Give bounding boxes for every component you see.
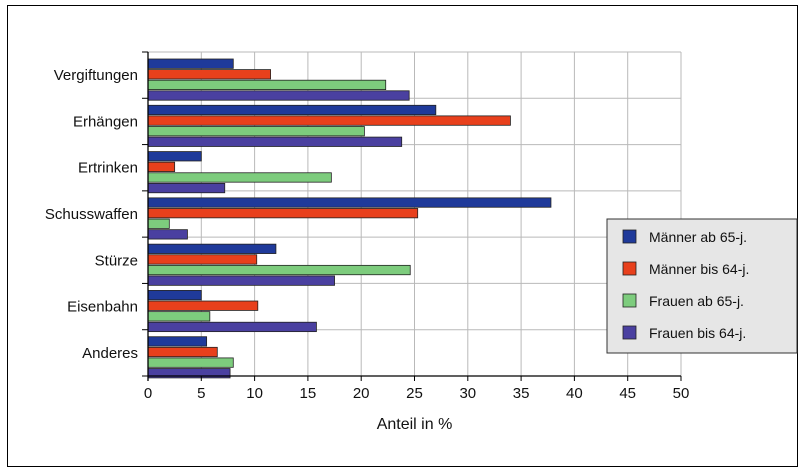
legend: Männer ab 65-j. Männer bis 64-j. Frauen ab… — [606, 218, 798, 354]
bar — [147, 321, 317, 333]
bar — [147, 254, 258, 265]
x-tick-label: 0 — [144, 385, 152, 402]
legend-label: Männer bis 64-j. — [649, 261, 749, 277]
bar — [147, 151, 202, 162]
category-label: Stürze — [95, 252, 138, 269]
bar — [147, 243, 277, 254]
x-tick-label: 5 — [197, 385, 205, 402]
bar — [147, 197, 552, 208]
axes — [142, 51, 682, 381]
category-label: Schusswaffen — [45, 206, 138, 223]
bar — [147, 346, 218, 358]
x-tick-label: 20 — [353, 385, 370, 402]
bar — [147, 104, 437, 116]
legend-label: Frauen bis 64-j. — [649, 325, 746, 341]
bar — [147, 336, 208, 347]
x-tick-label: 40 — [566, 385, 583, 402]
legend-swatch — [622, 325, 637, 340]
category-label: Eisenbahn — [67, 299, 138, 316]
bar — [147, 218, 170, 229]
bar — [147, 357, 234, 368]
bar — [147, 172, 332, 183]
x-tick-label: 35 — [513, 385, 530, 402]
bar — [147, 182, 226, 194]
legend-swatch — [622, 261, 637, 276]
x-tick-label: 25 — [406, 385, 423, 402]
category-labels: Vergiftungen Erhängen Ertrinken Schusswaffe… — [45, 67, 138, 362]
category-label: Anderes — [82, 345, 138, 362]
x-axis-title: Anteil in % — [377, 416, 453, 433]
bars-group — [147, 58, 552, 379]
x-tick-label: 50 — [673, 385, 690, 402]
x-tick-label: 45 — [619, 385, 636, 402]
bar — [147, 290, 202, 301]
x-tick-label: 30 — [459, 385, 476, 402]
bar — [147, 136, 403, 147]
bar — [147, 79, 387, 90]
bar — [147, 126, 365, 137]
bar — [147, 208, 419, 219]
bar — [147, 275, 335, 286]
bar — [147, 69, 271, 80]
bar — [147, 229, 188, 240]
legend-label: Frauen ab 65-j. — [649, 293, 744, 309]
bar — [147, 161, 176, 172]
bar — [147, 90, 410, 101]
category-label: Vergiftungen — [54, 67, 138, 84]
x-tick-labels: 0 5 10 15 20 25 30 35 40 45 50 — [144, 385, 690, 402]
legend-label: Männer ab 65-j. — [649, 229, 747, 245]
category-label: Ertrinken — [78, 160, 138, 177]
legend-box — [606, 218, 798, 354]
bar — [147, 58, 234, 69]
bar — [147, 115, 511, 126]
category-label: Erhängen — [73, 113, 138, 130]
bar — [147, 264, 411, 276]
bar — [147, 300, 259, 311]
x-tick-label: 10 — [246, 385, 263, 402]
x-tick-label: 15 — [300, 385, 317, 402]
legend-swatch — [622, 229, 637, 244]
bar — [147, 311, 211, 322]
legend-swatch — [622, 293, 637, 308]
